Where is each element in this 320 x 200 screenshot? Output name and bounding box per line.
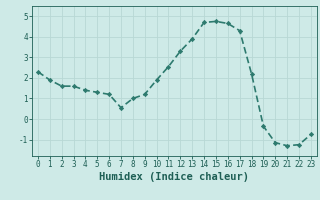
X-axis label: Humidex (Indice chaleur): Humidex (Indice chaleur)	[100, 172, 249, 182]
